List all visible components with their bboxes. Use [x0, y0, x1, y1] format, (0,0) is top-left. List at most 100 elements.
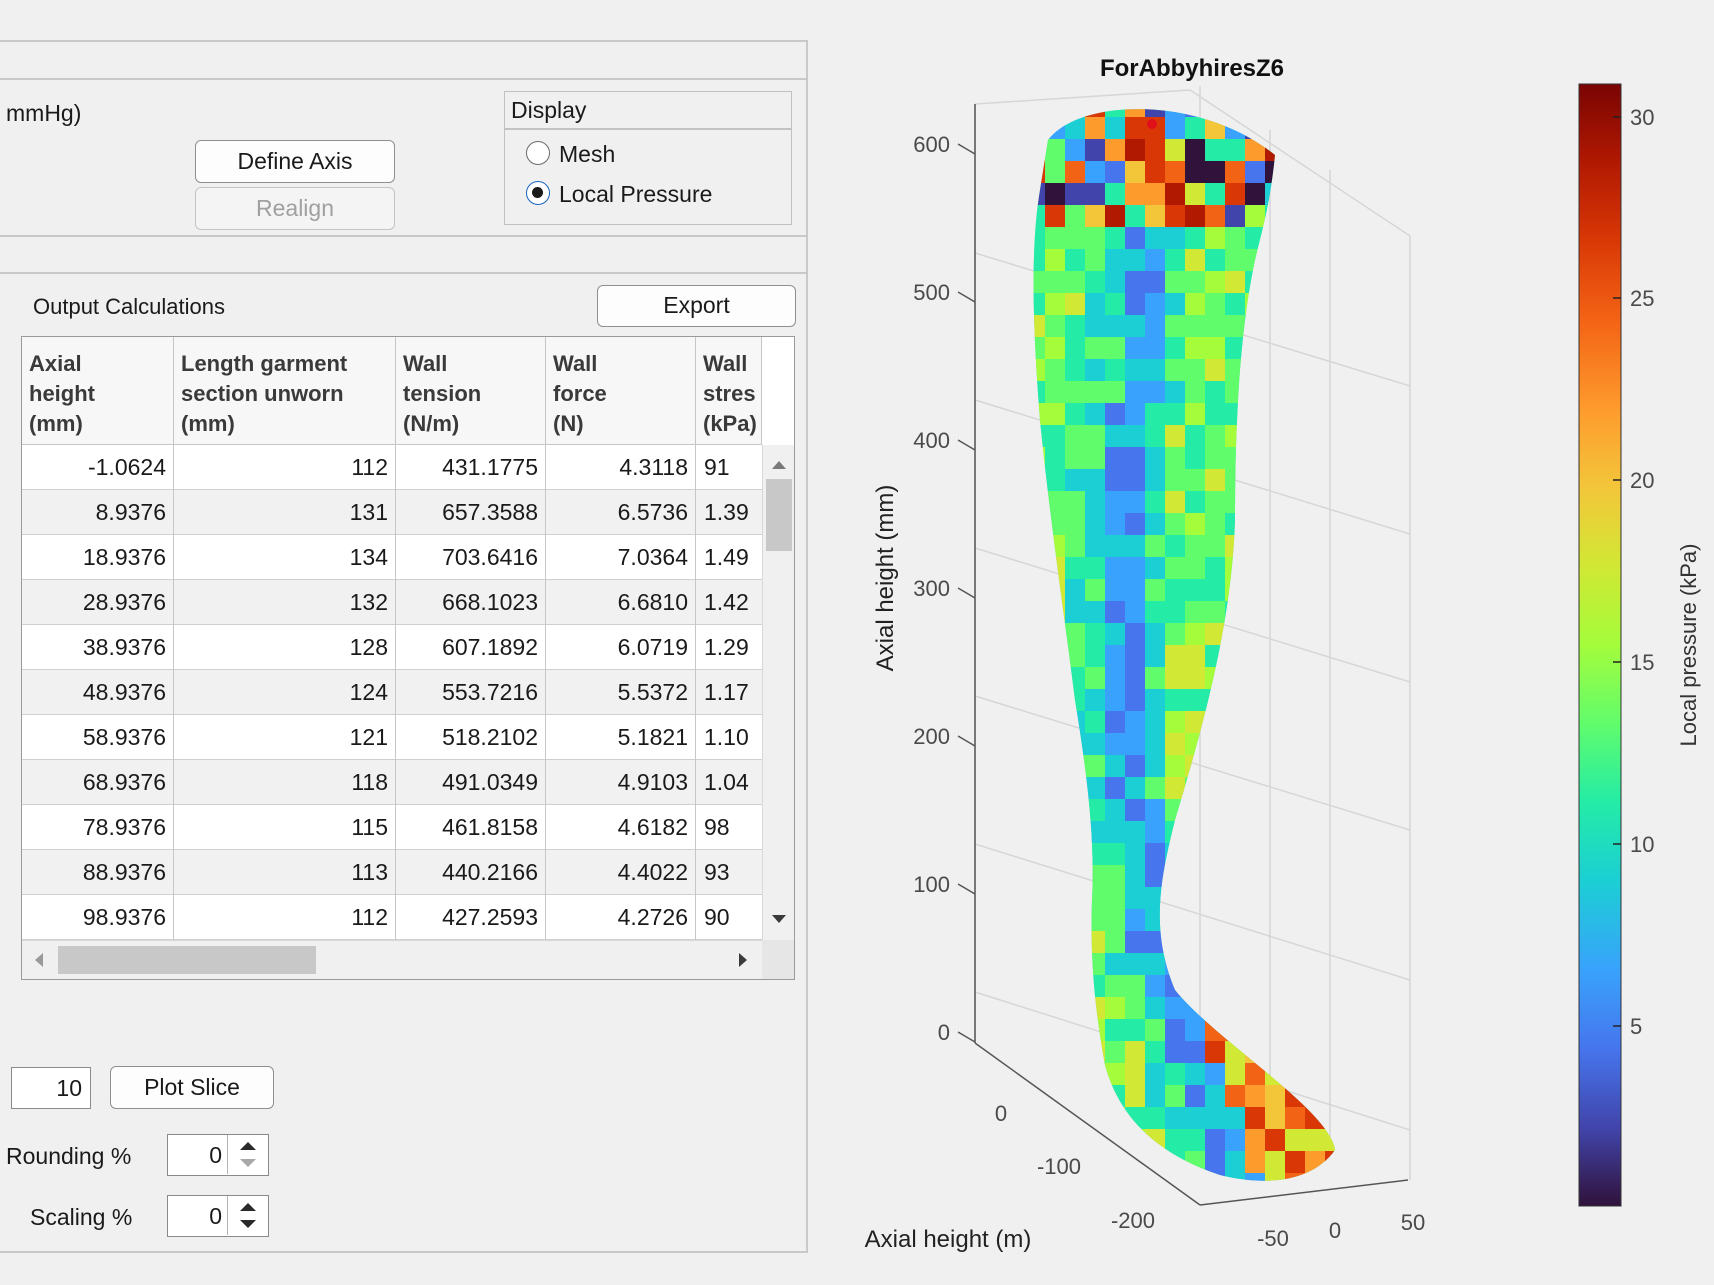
table-cell[interactable]: 4.4022	[546, 850, 696, 895]
table-row[interactable]: 28.9376 132 668.1023 6.6810 1.42	[22, 580, 762, 625]
column-header[interactable]: Length garment section unworn (mm)	[174, 337, 396, 445]
table-cell[interactable]: 1.04	[704, 769, 749, 795]
define-axis-button[interactable]: Define Axis	[195, 140, 395, 183]
table-cell[interactable]: 78.9376	[22, 805, 174, 850]
surface-patch	[1225, 865, 1245, 887]
column-header[interactable]: Wall force (N)	[546, 337, 696, 445]
table-cell[interactable]: 6.5736	[546, 490, 696, 535]
scaling-spinner[interactable]: 0	[167, 1195, 269, 1237]
table-cell[interactable]: 4.6182	[546, 805, 696, 850]
export-button[interactable]: Export	[597, 285, 796, 327]
surface-patch	[1265, 711, 1285, 733]
table-cell[interactable]: 18.9376	[22, 535, 174, 580]
table-cell[interactable]: 38.9376	[22, 625, 174, 670]
column-header[interactable]: Wall stres (kPa)	[696, 337, 762, 445]
table-cell[interactable]: 112	[174, 895, 396, 940]
table-cell[interactable]: 134	[174, 535, 396, 580]
table-cell[interactable]: 491.0349	[396, 760, 546, 805]
table-cell[interactable]: 8.9376	[22, 490, 174, 535]
mesh-radio[interactable]	[526, 141, 550, 165]
table-row[interactable]: -1.0624 112 431.1775 4.3118 91	[22, 445, 762, 490]
table-cell[interactable]: 28.9376	[22, 580, 174, 625]
rounding-spinner[interactable]: 0	[167, 1134, 269, 1176]
table-cell[interactable]: 1.39	[704, 499, 749, 525]
table-row[interactable]: 78.9376 115 461.8158 4.6182 98	[22, 805, 762, 850]
table-cell[interactable]: 5.5372	[546, 670, 696, 715]
table-cell[interactable]: 1.29	[704, 634, 749, 660]
plot-slice-button[interactable]: Plot Slice	[110, 1066, 274, 1109]
table-cell[interactable]: 128	[174, 625, 396, 670]
scroll-up-icon[interactable]	[772, 461, 786, 469]
table-cell[interactable]: 1.49	[704, 544, 749, 570]
local-pressure-radio[interactable]	[526, 181, 550, 205]
table-row[interactable]: 18.9376 134 703.6416 7.0364 1.49	[22, 535, 762, 580]
table-cell[interactable]: 7.0364	[546, 535, 696, 580]
table-cell[interactable]: 93	[704, 859, 730, 885]
decrement-icon[interactable]	[240, 1159, 256, 1167]
vertical-scrollbar[interactable]	[762, 445, 794, 940]
scroll-left-icon[interactable]	[35, 953, 43, 967]
table-cell[interactable]: 440.2166	[396, 850, 546, 895]
table-cell[interactable]: 4.9103	[546, 760, 696, 805]
surface-patch	[1145, 447, 1165, 469]
scroll-down-icon[interactable]	[772, 915, 786, 923]
table-cell[interactable]: 4.2726	[546, 895, 696, 940]
table-cell[interactable]: 1.17	[704, 679, 749, 705]
table-cell[interactable]: 118	[174, 760, 396, 805]
surface-patch	[1265, 887, 1285, 909]
slice-number-input[interactable]: 10	[11, 1067, 91, 1109]
table-cell[interactable]: 98	[704, 814, 730, 840]
table-cell[interactable]: 553.7216	[396, 670, 546, 715]
table-cell[interactable]: 6.0719	[546, 625, 696, 670]
table-row[interactable]: 8.9376 131 657.3588 6.5736 1.39	[22, 490, 762, 535]
vertical-scroll-thumb[interactable]	[766, 479, 792, 551]
table-row[interactable]: 68.9376 118 491.0349 4.9103 1.04	[22, 760, 762, 805]
table-cell[interactable]: 703.6416	[396, 535, 546, 580]
table-cell[interactable]: 121	[174, 715, 396, 760]
table-cell[interactable]: 91	[704, 454, 730, 480]
table-row[interactable]: 38.9376 128 607.1892 6.0719 1.29	[22, 625, 762, 670]
table-cell[interactable]: 131	[174, 490, 396, 535]
table-cell[interactable]: 115	[174, 805, 396, 850]
table-cell[interactable]: 58.9376	[22, 715, 174, 760]
table-row[interactable]: 98.9376 112 427.2593 4.2726 90	[22, 895, 762, 940]
table-row[interactable]: 88.9376 113 440.2166 4.4022 93	[22, 850, 762, 895]
table-cell[interactable]: 668.1023	[396, 580, 546, 625]
horizontal-scrollbar[interactable]	[22, 940, 762, 979]
table-row[interactable]: 58.9376 121 518.2102 5.1821 1.10	[22, 715, 762, 760]
leg-surface[interactable]	[1025, 95, 1345, 1195]
table-cell[interactable]: 1.42	[704, 589, 749, 615]
table-cell[interactable]: 98.9376	[22, 895, 174, 940]
column-header[interactable]: Axial height (mm)	[22, 337, 174, 445]
table-cell[interactable]: 657.3588	[396, 490, 546, 535]
table-cell[interactable]: 90	[704, 904, 730, 930]
table-cell[interactable]: 88.9376	[22, 850, 174, 895]
increment-icon[interactable]	[240, 1203, 256, 1211]
table-cell[interactable]: 5.1821	[546, 715, 696, 760]
table-cell[interactable]: 6.6810	[546, 580, 696, 625]
table-cell[interactable]: 48.9376	[22, 670, 174, 715]
table-cell[interactable]: 461.8158	[396, 805, 546, 850]
table-cell[interactable]: -1.0624	[22, 445, 174, 490]
table-cell[interactable]: 113	[174, 850, 396, 895]
table-cell[interactable]: 124	[174, 670, 396, 715]
decrement-icon[interactable]	[240, 1220, 256, 1228]
table-cell[interactable]: 1.10	[704, 724, 749, 750]
table-row[interactable]: 48.9376 124 553.7216 5.5372 1.17	[22, 670, 762, 715]
realign-button[interactable]: Realign	[195, 187, 395, 230]
table-cell[interactable]: 68.9376	[22, 760, 174, 805]
table-cell[interactable]: 518.2102	[396, 715, 546, 760]
scroll-right-icon[interactable]	[739, 953, 747, 967]
column-header[interactable]: Wall tension (N/m)	[396, 337, 546, 445]
table-cell[interactable]: 112	[174, 445, 396, 490]
table-cell[interactable]: 431.1775	[396, 445, 546, 490]
table-cell[interactable]: 427.2593	[396, 895, 546, 940]
table-cell[interactable]: 607.1892	[396, 625, 546, 670]
increment-icon[interactable]	[240, 1142, 256, 1150]
output-table[interactable]: Axial height (mm) Length garment section…	[21, 336, 795, 980]
table-cell[interactable]: 132	[174, 580, 396, 625]
surface-patch	[1225, 733, 1245, 755]
table-cell[interactable]: 4.3118	[546, 445, 696, 490]
horizontal-scroll-thumb[interactable]	[58, 946, 316, 974]
